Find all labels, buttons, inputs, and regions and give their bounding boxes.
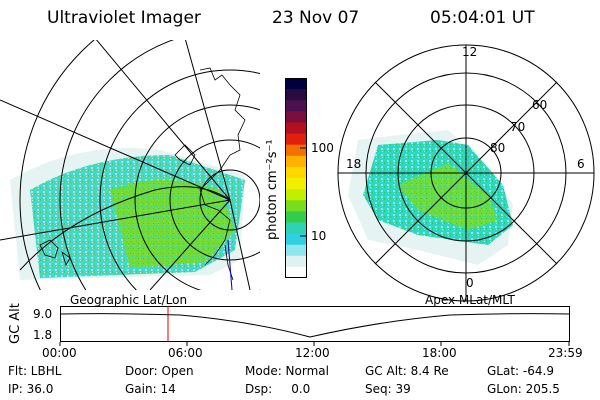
mlat-label-70: 70 (510, 120, 526, 134)
colorbar-swatch (285, 122, 307, 135)
geo-panel-label: Geographic Lat/Lon (70, 293, 188, 307)
glon-info: GLon: 205.5 (487, 382, 560, 396)
mlat-label-60: 60 (532, 98, 548, 112)
geographic-map (0, 40, 260, 290)
polar-panel-label: Apex MLat/MLT (425, 293, 515, 307)
colorbar-swatch (285, 266, 307, 279)
colorbar-swatch (285, 178, 307, 190)
colorbar-swatch (285, 144, 307, 157)
colorbar-swatch (285, 111, 307, 123)
colorbar-swatch (285, 222, 307, 235)
timeline-xtick-0600: 06:00 (168, 346, 203, 360)
altitude-timeline (59, 306, 571, 346)
time-label: 05:04:01 UT (430, 8, 535, 28)
altitude-curve (59, 313, 571, 338)
seq-info: Seq: 39 (365, 382, 411, 396)
timeline-xtick-2359: 23:59 (548, 346, 583, 360)
colorbar-swatch (285, 244, 307, 257)
mlt-label-0: 0 (466, 276, 474, 290)
date-label: 23 Nov 07 (272, 8, 360, 28)
mlat-label-80: 80 (490, 141, 506, 155)
filter-info: Flt: LBHL (8, 364, 62, 378)
colorbar-swatch (285, 233, 307, 246)
colorbar-swatch (285, 189, 307, 201)
colorbar-swatch (285, 211, 307, 223)
gc-alt-info: GC Alt: 8.4 Re (365, 364, 449, 378)
timeline-ytick-bottom: 1.8 (33, 328, 53, 342)
colorbar-swatch (285, 133, 307, 146)
ip-info: IP: 36.0 (8, 382, 54, 396)
colorbar-swatch (285, 155, 307, 168)
gain-info: Gain: 14 (125, 382, 176, 396)
mlt-label-12: 12 (462, 45, 478, 59)
door-info: Door: Open (125, 364, 194, 378)
timeline-xtick-1800: 18:00 (422, 346, 457, 360)
colorbar-tick-10: 10 (311, 229, 327, 243)
color-bar (285, 78, 307, 279)
colorbar-swatch (285, 100, 307, 112)
mlt-label-18: 18 (346, 157, 362, 171)
timeline-ytick-top: 9.0 (33, 307, 53, 321)
glat-info: GLat: -64.9 (487, 364, 554, 378)
colorbar-ylabel: photon cm⁻²s⁻¹ (265, 139, 280, 240)
polar-plot (337, 44, 595, 302)
colorbar-swatch (285, 78, 307, 90)
timeline-xtick-1200: 12:00 (295, 346, 330, 360)
dsp-info: Dsp: 0.0 (245, 382, 311, 396)
colorbar-swatch (285, 89, 307, 101)
colorbar-swatch (285, 200, 307, 212)
mlt-label-6: 6 (577, 157, 585, 171)
app-title: Ultraviolet Imager (47, 8, 201, 28)
mode-info: Mode: Normal (245, 364, 329, 378)
colorbar-swatch (285, 166, 307, 179)
timeline-xtick-0000: 00:00 (42, 346, 77, 360)
colorbar-swatch (285, 255, 307, 268)
colorbar-tick-100: 100 (311, 141, 334, 155)
polar-aurora-core (398, 163, 498, 230)
timeline-ylabel: GC Alt (8, 303, 23, 344)
